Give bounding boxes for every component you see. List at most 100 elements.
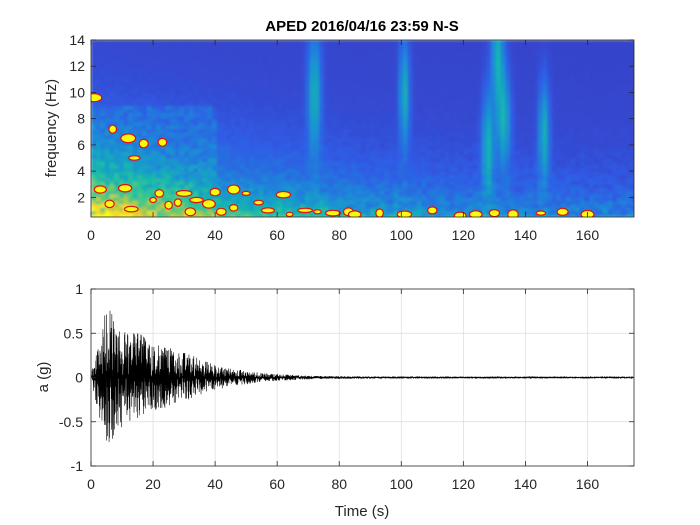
spectrogram-cell bbox=[472, 121, 478, 126]
spectrogram-cell bbox=[393, 40, 399, 44]
spectrogram-cell bbox=[165, 197, 171, 202]
spectrogram-cell bbox=[188, 102, 194, 107]
spectrogram-cell bbox=[95, 161, 101, 166]
spectrogram-cell bbox=[449, 148, 455, 153]
spectrogram-cell bbox=[216, 102, 222, 107]
spectrogram-cell bbox=[468, 125, 474, 130]
spectrogram-cell bbox=[249, 102, 255, 107]
spectrogram-cell bbox=[319, 46, 325, 51]
spectrogram-cell bbox=[351, 207, 357, 212]
spectrogram-cell bbox=[202, 135, 208, 139]
spectrogram-cell bbox=[519, 171, 525, 175]
spectrogram-cell bbox=[267, 92, 274, 97]
spectrogram-cell bbox=[221, 128, 227, 133]
spectrogram-cell bbox=[495, 92, 502, 97]
spectrogram-cell bbox=[463, 102, 469, 107]
spectrogram-cell bbox=[123, 121, 129, 126]
spectrogram-cell bbox=[426, 46, 432, 51]
spectrogram-cell bbox=[370, 177, 376, 182]
spectrogram-cell bbox=[193, 177, 199, 182]
spectrogram-cell bbox=[198, 148, 204, 153]
spectrogram-cell bbox=[342, 148, 348, 153]
spectrogram-cell bbox=[342, 180, 348, 185]
spectrogram-cell bbox=[165, 154, 171, 159]
spectrogram-cell bbox=[100, 40, 106, 44]
spectrogram-cell bbox=[333, 53, 339, 57]
spectrogram-cell bbox=[477, 59, 483, 64]
spectrogram-cell bbox=[481, 207, 488, 212]
spectrogram-cell bbox=[374, 72, 381, 77]
spectrogram-cell bbox=[109, 213, 115, 217]
spectrogram-cell bbox=[421, 76, 427, 80]
spectrogram-cell bbox=[207, 180, 213, 185]
spectrogram-cell bbox=[407, 95, 413, 100]
spectrogram-cell bbox=[360, 40, 367, 44]
spectrogram-cell bbox=[477, 174, 483, 179]
spectrogram-cell bbox=[402, 154, 409, 159]
spectrogram-cell bbox=[430, 46, 437, 51]
spectrogram-cell bbox=[142, 53, 148, 57]
spectrogram-cell bbox=[365, 210, 371, 215]
spectrogram-cell bbox=[100, 200, 106, 205]
spectrogram-cell bbox=[509, 128, 516, 133]
spectrogram-cell bbox=[235, 135, 241, 139]
spectrogram-cell bbox=[454, 53, 460, 57]
spectrogram-cell bbox=[281, 135, 288, 139]
spectrogram-cell bbox=[328, 141, 334, 146]
spectrogram-cell bbox=[170, 92, 176, 97]
spectrogram-cell bbox=[360, 128, 367, 133]
spectrogram-cell bbox=[170, 40, 176, 44]
spectrogram-cell bbox=[514, 79, 520, 84]
spectrogram-cell bbox=[472, 207, 478, 212]
spectrogram-cell bbox=[412, 177, 418, 182]
spectrogram-cell bbox=[212, 46, 218, 51]
spectrogram-cell bbox=[486, 72, 492, 77]
spectrogram-cell bbox=[109, 115, 115, 120]
spectrogram-cell bbox=[300, 108, 306, 113]
spectrogram-cell bbox=[337, 46, 343, 51]
spectrogram-cell bbox=[360, 144, 367, 149]
spectrogram-cell bbox=[272, 92, 278, 97]
spectrogram-cell bbox=[323, 207, 329, 212]
spectrogram-cell bbox=[277, 171, 283, 175]
spectrogram-cell bbox=[309, 144, 315, 149]
spectrogram-cell bbox=[118, 131, 125, 136]
spectrogram-cell bbox=[142, 56, 148, 61]
spectrogram-cell bbox=[477, 164, 483, 169]
spectrogram-cell bbox=[346, 161, 353, 166]
spectrogram-cell bbox=[165, 187, 171, 192]
spectrogram-cell bbox=[188, 174, 194, 179]
spectrogram-cell bbox=[328, 125, 334, 130]
spectrogram-cell bbox=[160, 171, 167, 175]
spectrogram-cell bbox=[449, 197, 455, 202]
spectrogram-cell bbox=[95, 49, 101, 54]
spectrogram-cell bbox=[118, 99, 125, 103]
spectrogram-cell bbox=[179, 200, 185, 205]
spectrogram-cell bbox=[235, 151, 241, 156]
spectrogram-cell bbox=[323, 131, 329, 136]
spectrogram-cell bbox=[100, 95, 106, 100]
spectrogram-cell bbox=[458, 144, 464, 149]
spectrogram-cell bbox=[207, 141, 213, 146]
spectrogram-cell bbox=[407, 46, 413, 51]
spectrogram-cell bbox=[430, 190, 437, 195]
spectrogram-cell bbox=[337, 144, 343, 149]
spectrogram-cell bbox=[272, 102, 278, 107]
spectrogram-cell bbox=[495, 72, 502, 77]
spectrogram-cell bbox=[495, 131, 502, 136]
spectrogram-cell bbox=[165, 112, 171, 116]
spectrogram-cell bbox=[146, 177, 153, 182]
spectrogram-cell bbox=[239, 112, 246, 116]
spectrogram-cell bbox=[505, 125, 511, 130]
spectrogram-cell bbox=[174, 56, 181, 61]
spectrogram-cell bbox=[244, 131, 250, 136]
spectrogram-cell bbox=[193, 190, 199, 195]
spectrogram-cell bbox=[309, 187, 315, 192]
spectrogram-cell bbox=[198, 135, 204, 139]
spectrogram-cell bbox=[346, 151, 353, 156]
spectrogram-cell bbox=[170, 187, 176, 192]
spectrogram-cell bbox=[146, 59, 153, 64]
spectrogram-cell bbox=[481, 118, 488, 123]
spectrogram-cell bbox=[291, 112, 297, 116]
spectrogram-cell bbox=[291, 72, 297, 77]
